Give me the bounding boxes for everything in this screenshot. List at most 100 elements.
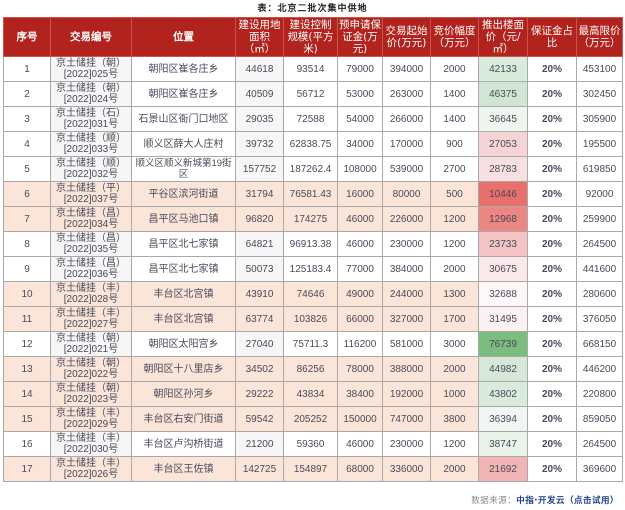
trade-code-number: [2022]022号 — [63, 369, 119, 380]
cell-start-price: 266000 — [382, 106, 431, 132]
cell-deposit: 150000 — [337, 406, 383, 432]
cell-location: 丰台区右安门街道 — [131, 406, 236, 432]
cell-build-scale: 56712 — [283, 81, 338, 107]
cell-increment: 2000 — [430, 56, 479, 82]
cell-trade-code: 京土储挂（昌） [2022]036号 — [50, 256, 132, 282]
trade-code-number: [2022]030号 — [63, 444, 119, 455]
cell-location: 石景山区衙门口地区 — [131, 106, 236, 132]
cell-land-area: 31794 — [235, 181, 284, 207]
header-start-price: 交易起始价(万元) — [382, 17, 431, 57]
cell-max-price: 264500 — [576, 231, 623, 257]
cell-max-price: 859050 — [576, 406, 623, 432]
cell-max-price: 302450 — [576, 81, 623, 107]
cell-start-price: 388000 — [382, 356, 431, 382]
cell-increment: 3000 — [430, 331, 479, 357]
cell-floor-price: 76739 — [478, 331, 528, 357]
cell-build-scale: 174275 — [283, 206, 338, 232]
cell-max-price: 92000 — [576, 181, 623, 207]
trade-code-number: [2022]026号 — [63, 469, 119, 480]
cell-start-price: 80000 — [382, 181, 431, 207]
cell-start-price: 263000 — [382, 81, 431, 107]
cell-seq: 14 — [3, 381, 51, 407]
cell-increment: 1200 — [430, 231, 479, 257]
table-row: 1 京土储挂（朝） [2022]025号 朝阳区崔各庄乡 44618 93514 79000… — [3, 56, 623, 82]
cell-max-price: 668150 — [576, 331, 623, 357]
cell-land-area: 157752 — [235, 156, 284, 182]
cell-increment: 1200 — [430, 431, 479, 457]
cell-trade-code: 京土储挂（顺） [2022]033号 — [50, 131, 132, 157]
trade-code-number: [2022]036号 — [63, 269, 119, 280]
cell-build-scale: 96913.38 — [283, 231, 338, 257]
cell-land-area: 44618 — [235, 56, 284, 82]
trade-code-prefix: 京土储挂（朝） — [56, 58, 126, 69]
cell-trade-code: 京土储挂（丰） [2022]028号 — [50, 281, 132, 307]
cell-build-scale: 103826 — [283, 306, 338, 332]
header-max-price: 最高限价（万元） — [576, 17, 623, 57]
cell-trade-code: 京土储挂（石） [2022]031号 — [50, 106, 132, 132]
trade-code-prefix: 京土储挂（丰） — [56, 433, 126, 444]
trade-code-prefix: 京土储挂（丰） — [56, 458, 126, 469]
trade-code-number: [2022]035号 — [63, 244, 119, 255]
table-row: 4 京土储挂（顺） [2022]033号 顺义区薛大人庄村 39732 62838.75 3… — [3, 131, 623, 157]
cell-deposit-ratio: 20% — [527, 106, 577, 132]
cell-build-scale: 72588 — [283, 106, 338, 132]
cell-seq: 8 — [3, 231, 51, 257]
cell-land-area: 63774 — [235, 306, 284, 332]
cell-land-area: 59542 — [235, 406, 284, 432]
cell-deposit: 108000 — [337, 156, 383, 182]
cell-deposit-ratio: 20% — [527, 181, 577, 207]
cell-seq: 17 — [3, 456, 51, 482]
table-row: 6 京土储挂（平） [2022]037号 平谷区滨河街道 31794 76581.43 16… — [3, 181, 623, 207]
trade-code-number: [2022]028号 — [63, 294, 119, 305]
cell-seq: 11 — [3, 306, 51, 332]
data-source: 数据来源：中指·开发云（点击试用） — [471, 494, 619, 506]
cell-deposit: 34000 — [337, 131, 383, 157]
cell-deposit-ratio: 20% — [527, 456, 577, 482]
cell-trade-code: 京土储挂（丰） [2022]027号 — [50, 306, 132, 332]
source-link[interactable]: 中指·开发云（点击试用） — [516, 496, 619, 506]
trade-code-number: [2022]031号 — [63, 119, 119, 130]
trade-code-prefix: 京土储挂（朝） — [56, 333, 126, 344]
cell-seq: 1 — [3, 56, 51, 82]
cell-start-price: 192000 — [382, 381, 431, 407]
cell-build-scale: 43834 — [283, 381, 338, 407]
trade-code-number: [2022]033号 — [63, 144, 119, 155]
table-title: 表：北京二批次集中供地 — [257, 4, 368, 14]
cell-floor-price: 12968 — [478, 206, 528, 232]
cell-build-scale: 76581.43 — [283, 181, 338, 207]
cell-start-price: 336000 — [382, 456, 431, 482]
cell-max-price: 369600 — [576, 456, 623, 482]
cell-land-area: 43910 — [235, 281, 284, 307]
cell-increment: 3800 — [430, 406, 479, 432]
cell-land-area: 29222 — [235, 381, 284, 407]
cell-build-scale: 93514 — [283, 56, 338, 82]
table-row: 12 京土储挂（朝） [2022]021号 朝阳区太阳宫乡 27040 75711.3 11… — [3, 331, 623, 357]
cell-floor-price: 43802 — [478, 381, 528, 407]
cell-floor-price: 36645 — [478, 106, 528, 132]
cell-location: 昌平区北七家镇 — [131, 231, 236, 257]
table-row: 8 京土储挂（昌） [2022]035号 昌平区北七家镇 64821 96913.38 46… — [3, 231, 623, 257]
cell-deposit: 78000 — [337, 356, 383, 382]
cell-seq: 15 — [3, 406, 51, 432]
trade-code-prefix: 京土储挂（顺） — [56, 133, 126, 144]
cell-trade-code: 京土储挂（朝） [2022]023号 — [50, 381, 132, 407]
cell-start-price: 230000 — [382, 231, 431, 257]
trade-code-number: [2022]032号 — [63, 169, 119, 180]
cell-floor-price: 32688 — [478, 281, 528, 307]
trade-code-number: [2022]037号 — [63, 194, 119, 205]
cell-land-area: 27040 — [235, 331, 284, 357]
cell-increment: 500 — [430, 181, 479, 207]
cell-build-scale: 74646 — [283, 281, 338, 307]
cell-start-price: 170000 — [382, 131, 431, 157]
cell-build-scale: 62838.75 — [283, 131, 338, 157]
trade-code-number: [2022]029号 — [63, 419, 119, 430]
cell-deposit-ratio: 20% — [527, 281, 577, 307]
cell-seq: 5 — [3, 156, 51, 182]
cell-floor-price: 36394 — [478, 406, 528, 432]
cell-seq: 9 — [3, 256, 51, 282]
cell-floor-price: 21692 — [478, 456, 528, 482]
table-row: 10 京土储挂（丰） [2022]028号 丰台区北宫镇 43910 74646 49000… — [3, 281, 623, 307]
cell-seq: 10 — [3, 281, 51, 307]
cell-location: 平谷区滨河街道 — [131, 181, 236, 207]
table-row: 15 京土储挂（丰） [2022]029号 丰台区右安门街道 59542 205252 15… — [3, 406, 623, 432]
